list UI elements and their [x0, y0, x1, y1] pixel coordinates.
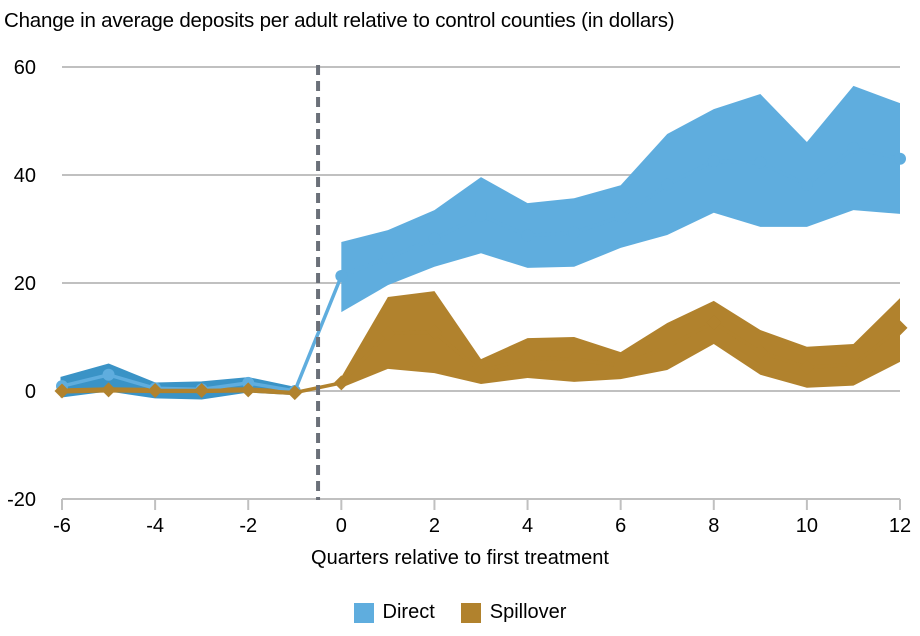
x-tick-label: 2 — [429, 515, 440, 537]
spillover-marker — [194, 382, 210, 398]
direct-marker — [894, 152, 906, 165]
y-tick-label: -20 — [7, 489, 36, 511]
direct-marker — [475, 209, 487, 222]
x-tick-label: 8 — [708, 515, 719, 537]
spillover-marker — [287, 385, 303, 401]
spillover-confidence-band — [341, 291, 900, 388]
spillover-marker — [380, 325, 396, 341]
legend: Direct Spillover — [0, 601, 920, 624]
x-tick-label: -4 — [146, 515, 164, 537]
direct-marker — [568, 226, 581, 239]
direct-confidence-band — [341, 85, 900, 313]
legend-label-direct: Direct — [382, 601, 435, 623]
x-axis-title: Quarters relative to first treatment — [0, 547, 920, 570]
legend-swatch-direct — [353, 602, 374, 623]
spillover-marker — [147, 382, 163, 398]
spillover-marker — [566, 351, 582, 367]
legend-item-direct: Direct — [353, 601, 435, 624]
spillover-marker — [240, 382, 256, 398]
x-axis-title-text: Quarters relative to first treatment — [311, 547, 609, 569]
direct-marker — [754, 156, 767, 169]
spillover-marker — [613, 358, 629, 374]
y-tick-label: 40 — [14, 165, 36, 187]
direct-marker — [381, 251, 394, 264]
legend-label-spillover: Spillover — [489, 601, 567, 623]
x-tick-label: 12 — [889, 515, 911, 537]
spillover-marker — [333, 375, 349, 391]
x-tick-label: -6 — [53, 515, 71, 537]
direct-marker — [800, 178, 813, 191]
x-tick-label: 0 — [336, 515, 347, 537]
spillover-marker — [473, 364, 489, 380]
x-tick-label: 10 — [796, 515, 818, 537]
spillover-marker — [426, 324, 442, 340]
y-tick-label: 60 — [14, 57, 36, 79]
y-tick-label: 0 — [25, 381, 36, 403]
spillover-marker — [799, 359, 815, 375]
direct-marker — [847, 142, 860, 154]
spillover-marker — [520, 350, 536, 366]
direct-marker — [614, 210, 627, 223]
direct-marker — [428, 232, 441, 245]
y-tick-label: 20 — [14, 273, 36, 295]
spillover-marker — [706, 314, 722, 330]
confidence-bands — [60, 85, 900, 400]
direct-marker — [102, 368, 115, 381]
legend-swatch-spillover — [460, 602, 481, 623]
direct-marker — [335, 269, 348, 282]
spillover-marker — [101, 382, 117, 398]
direct-marker — [521, 229, 534, 242]
x-tick-label: 4 — [522, 515, 533, 537]
spillover-marker — [845, 357, 861, 373]
direct-marker — [707, 154, 720, 167]
spillover-marker — [54, 383, 70, 399]
x-tick-label: -2 — [239, 515, 257, 537]
x-tick-label: 6 — [615, 515, 626, 537]
x-axis: -6 -4 -2 0 2 4 6 8 10 12 — [53, 499, 911, 537]
spillover-marker — [892, 320, 908, 336]
chart-title: Change in average deposits per adult rel… — [4, 9, 675, 32]
y-axis-tick-labels: -20 0 20 40 60 — [7, 57, 36, 511]
spillover-marker — [659, 339, 675, 355]
direct-marker — [661, 178, 674, 191]
estimate-lines — [54, 142, 908, 401]
spillover-marker — [752, 344, 768, 360]
legend-item-spillover: Spillover — [460, 601, 567, 624]
